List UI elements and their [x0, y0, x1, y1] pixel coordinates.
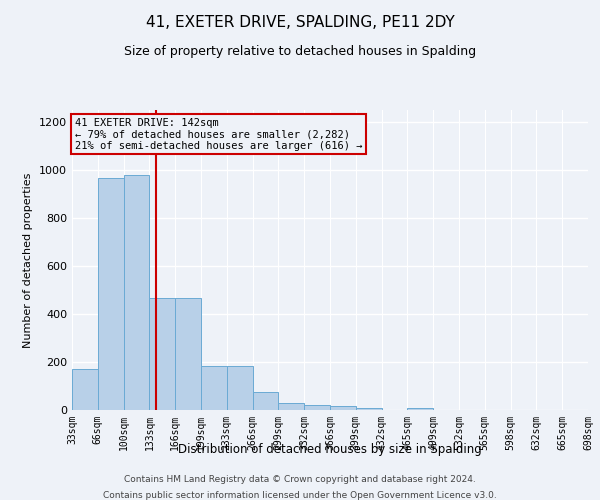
- Text: Distribution of detached houses by size in Spalding: Distribution of detached houses by size …: [178, 444, 482, 456]
- Y-axis label: Number of detached properties: Number of detached properties: [23, 172, 34, 348]
- Bar: [304, 404, 330, 410]
- Text: 41, EXETER DRIVE, SPALDING, PE11 2DY: 41, EXETER DRIVE, SPALDING, PE11 2DY: [146, 15, 454, 30]
- Text: 41 EXETER DRIVE: 142sqm
← 79% of detached houses are smaller (2,282)
21% of semi: 41 EXETER DRIVE: 142sqm ← 79% of detache…: [74, 118, 362, 150]
- Bar: [72, 369, 98, 410]
- Bar: [278, 404, 304, 410]
- Text: Contains HM Land Registry data © Crown copyright and database right 2024.: Contains HM Land Registry data © Crown c…: [124, 476, 476, 484]
- Bar: [330, 406, 356, 410]
- Bar: [227, 366, 253, 410]
- Bar: [98, 178, 124, 410]
- Text: Contains public sector information licensed under the Open Government Licence v3: Contains public sector information licen…: [103, 490, 497, 500]
- Bar: [253, 392, 278, 410]
- Bar: [356, 408, 382, 410]
- Bar: [175, 298, 201, 410]
- Bar: [201, 366, 227, 410]
- Bar: [407, 408, 433, 410]
- Bar: [149, 298, 175, 410]
- Bar: [124, 175, 149, 410]
- Text: Size of property relative to detached houses in Spalding: Size of property relative to detached ho…: [124, 45, 476, 58]
